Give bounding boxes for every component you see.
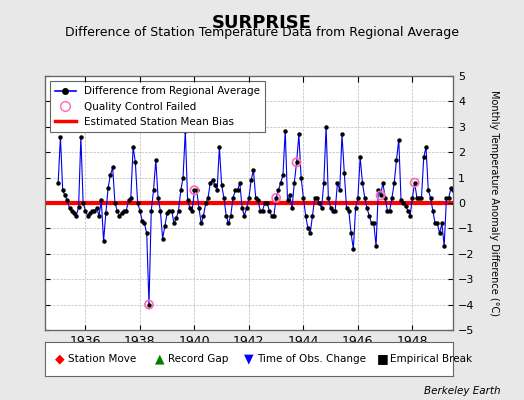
- Point: [272, 195, 280, 201]
- Text: Record Gap: Record Gap: [168, 354, 228, 364]
- Point: [145, 302, 153, 308]
- Y-axis label: Monthly Temperature Anomaly Difference (°C): Monthly Temperature Anomaly Difference (…: [488, 90, 498, 316]
- Point: [410, 180, 419, 186]
- Point: [376, 192, 385, 198]
- Legend: Difference from Regional Average, Quality Control Failed, Estimated Station Mean: Difference from Regional Average, Qualit…: [50, 81, 265, 132]
- Point: [292, 159, 301, 166]
- Text: Station Move: Station Move: [68, 354, 136, 364]
- Text: Time of Obs. Change: Time of Obs. Change: [257, 354, 366, 364]
- Text: ◆: ◆: [55, 352, 64, 366]
- Text: ▲: ▲: [155, 352, 164, 366]
- Text: SURPRISE: SURPRISE: [212, 14, 312, 32]
- Text: ■: ■: [377, 352, 389, 366]
- Text: Empirical Break: Empirical Break: [390, 354, 473, 364]
- Text: Berkeley Earth: Berkeley Earth: [424, 386, 500, 396]
- Text: ▼: ▼: [244, 352, 253, 366]
- Point: [190, 187, 199, 194]
- Text: Difference of Station Temperature Data from Regional Average: Difference of Station Temperature Data f…: [65, 26, 459, 39]
